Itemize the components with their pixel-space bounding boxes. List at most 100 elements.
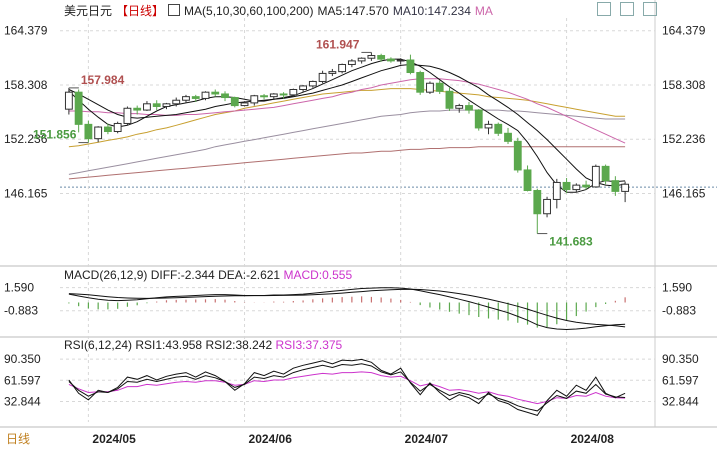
rsi-tick-left: 32.844	[4, 394, 41, 408]
rsi-tick-left: 61.597	[4, 373, 41, 387]
rsi2-line	[68, 363, 626, 412]
ma200-line	[68, 146, 626, 180]
price-tick-right: 146.165	[662, 186, 706, 200]
candle-body	[74, 91, 83, 125]
left-high-label: 157.984	[81, 73, 125, 87]
rsi2-value: RSI2:38.242	[202, 338, 272, 352]
candle-body	[396, 59, 405, 62]
candle-body	[543, 198, 551, 215]
candle-body	[406, 59, 415, 74]
candle-body	[357, 57, 366, 62]
candle-body	[133, 107, 142, 111]
ma60-line	[68, 88, 626, 148]
date-tick: 2024/07	[405, 432, 449, 446]
high-label: 161.947	[316, 37, 360, 51]
candle-body	[386, 58, 395, 62]
price-tick-right: 158.308	[662, 78, 706, 92]
low-label: 141.683	[549, 235, 593, 249]
price-tick-left: 164.379	[4, 24, 48, 38]
price-tick-left: 146.165	[4, 186, 48, 200]
zoom-out-icon[interactable]	[620, 2, 634, 16]
macd-tick-right: -0.883	[662, 304, 696, 318]
candle-body	[162, 103, 171, 107]
candle-body	[338, 63, 347, 73]
candle-body	[513, 140, 522, 171]
candle-body	[552, 181, 561, 200]
zoom-in-icon[interactable]	[597, 2, 611, 16]
period-label[interactable]: 【日线】	[116, 4, 165, 18]
ma-params: MA(5,10,30,60,100,200)	[184, 4, 314, 18]
candle-body	[572, 184, 581, 191]
candle-body	[211, 91, 220, 95]
candle-body	[221, 93, 229, 99]
rsi-tick-left: 90.350	[4, 352, 41, 366]
rsi-tick-right: 90.350	[662, 352, 699, 366]
candle-body	[484, 123, 493, 129]
candle-body	[562, 181, 571, 191]
candle-body	[289, 89, 298, 96]
candle-body	[328, 71, 337, 74]
settings-icon[interactable]	[643, 2, 657, 16]
date-tick: 2024/08	[571, 432, 615, 446]
rsi-tick-right: 61.597	[662, 373, 699, 387]
ma10-value: MA10:147.234	[392, 4, 471, 18]
candle-body	[494, 123, 503, 134]
price-tick-right: 152.236	[662, 132, 706, 146]
candle-body	[367, 55, 376, 59]
candle-body	[143, 103, 151, 111]
candle-body	[455, 105, 464, 109]
candle-body	[523, 169, 532, 191]
macd-tick-left: -0.883	[4, 304, 38, 318]
candle-body	[123, 107, 132, 124]
candle-body	[172, 99, 181, 105]
rsi1-line	[68, 358, 626, 416]
diff-line	[68, 287, 626, 331]
macd-tick-right: 1.590	[662, 281, 692, 295]
candle-body	[591, 165, 600, 188]
candle-body	[260, 95, 268, 98]
candle-body	[240, 102, 249, 107]
period-tab: 日线	[6, 432, 30, 446]
main-header: 美元日元 【日线】 MA(5,10,30,60,100,200) MA5:147.57…	[64, 2, 497, 19]
candle-body	[279, 93, 288, 96]
candle-body	[445, 90, 454, 109]
candle-body	[347, 60, 356, 65]
date-tick: 2024/05	[92, 432, 136, 446]
candle-body	[191, 96, 200, 99]
candle-body	[230, 97, 239, 107]
candle-body	[250, 95, 259, 104]
rsi-header: RSI(6,12,24) RSI1:43.958 RSI2:38.242 RSI…	[64, 338, 343, 352]
macd-diff: DIFF:-2.344	[147, 268, 215, 282]
macd-header: MACD(26,12,9) DIFF:-2.344 DEA:-2.621 MAC…	[64, 268, 352, 282]
candle-body	[113, 122, 122, 133]
rsi-tick-right: 32.844	[662, 394, 699, 408]
candle-body	[474, 109, 483, 129]
left-low-label: 151.856	[33, 128, 77, 142]
candle-body	[269, 93, 278, 98]
ma30-line	[68, 78, 626, 144]
candle-body	[582, 184, 591, 188]
candle-body	[621, 183, 630, 192]
macd-tick-left: 1.590	[4, 281, 34, 295]
ma-icon[interactable]	[168, 4, 181, 16]
candle-body	[94, 126, 103, 140]
price-tick-left: 158.308	[4, 78, 48, 92]
rsi1-value: RSI1:43.958	[132, 338, 202, 352]
macd-dea: DEA:-2.621	[215, 268, 281, 282]
macd-name: MACD(26,12,9)	[64, 268, 147, 282]
candle-body	[201, 91, 210, 99]
candle-body	[299, 85, 308, 91]
candle-body	[611, 180, 620, 192]
candle-body	[84, 123, 93, 140]
dea-line	[68, 288, 626, 328]
ma-more: MA	[474, 4, 493, 18]
candle-body	[318, 72, 327, 82]
rsi3-line	[68, 371, 626, 405]
candle-body	[504, 132, 512, 142]
rsi3-value: RSI3:37.375	[272, 338, 342, 352]
candle-body	[465, 105, 473, 111]
candle-body	[377, 55, 386, 60]
candle-body	[426, 82, 434, 93]
